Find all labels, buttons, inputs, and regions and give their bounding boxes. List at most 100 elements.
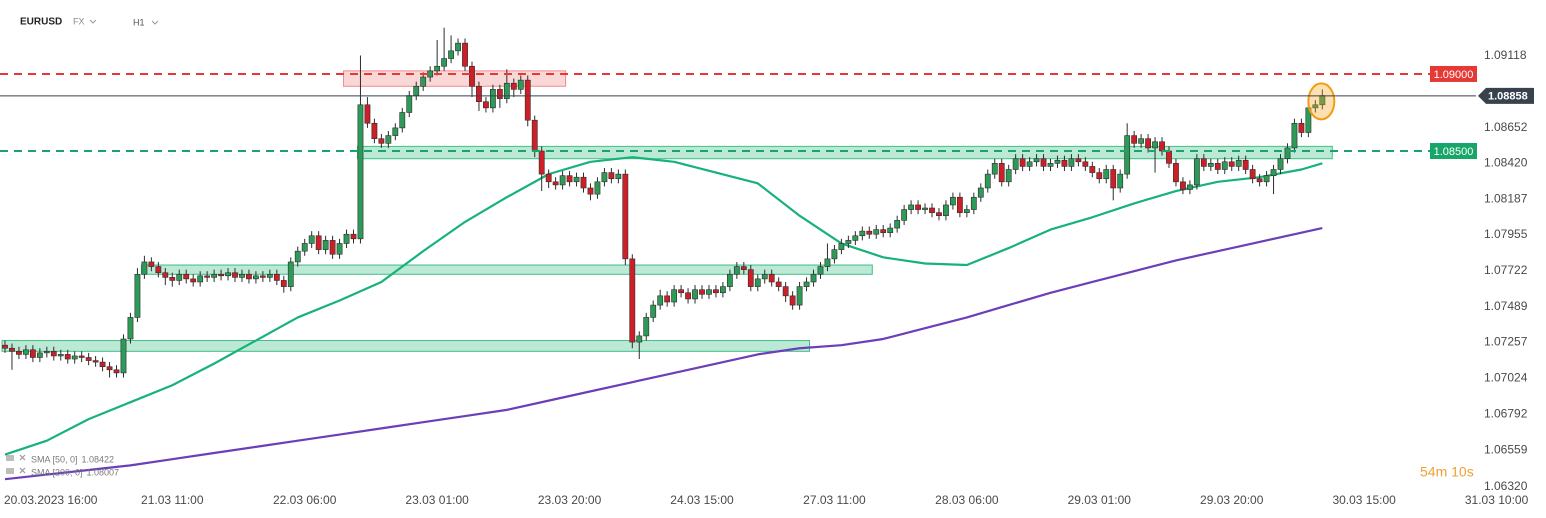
candle-timer: 54m 10s [1420, 464, 1474, 480]
candle-body [190, 278, 197, 283]
candle-body [169, 277, 176, 281]
candle-body [685, 292, 691, 300]
y-tick-label: 1.07955 [1484, 227, 1528, 241]
x-tick-label: 30.03 15:00 [1332, 493, 1396, 507]
x-tick-label: 24.03 15:00 [670, 493, 734, 507]
candle-body [678, 289, 684, 294]
candle-body [580, 176, 587, 189]
y-tick-label: 1.07722 [1484, 263, 1528, 277]
symbol[interactable]: EURUSD [20, 17, 62, 28]
candle-body [1187, 184, 1193, 190]
candle-body [16, 351, 22, 355]
candle-body [510, 82, 517, 90]
candle-body [1263, 175, 1270, 183]
price-label: 1.08500 [1434, 146, 1474, 158]
candle-body [706, 289, 712, 295]
timeframe[interactable]: H1 [133, 17, 145, 27]
candle-body [350, 233, 357, 240]
candle-body [943, 204, 949, 217]
candle-body [266, 273, 273, 278]
candle-body [908, 204, 914, 210]
candle-body [1103, 169, 1110, 180]
y-tick-label: 1.08420 [1484, 156, 1528, 170]
market-dropdown[interactable] [89, 19, 97, 24]
candle-body [929, 207, 935, 213]
timeframe-dropdown[interactable] [151, 20, 159, 25]
candle-body [427, 70, 434, 78]
candle-body [1047, 163, 1054, 167]
candle-body [197, 275, 204, 283]
candle-body [559, 175, 566, 186]
candle-body [803, 281, 810, 287]
candle-body [963, 209, 970, 213]
candle-body [1026, 161, 1033, 167]
x-tick-label: 28.03 06:00 [935, 493, 999, 507]
legend-remove-icon[interactable] [19, 467, 26, 474]
candle-body [831, 249, 838, 260]
candle-body [664, 295, 671, 303]
candle-body [1138, 138, 1145, 144]
candle-body [218, 273, 224, 277]
candle-body [629, 258, 636, 343]
candle-body [817, 266, 824, 275]
candle-body [1033, 158, 1040, 163]
candle-body [287, 261, 294, 287]
candle-body [1089, 166, 1096, 173]
candle-body [1256, 178, 1263, 183]
candle-body [657, 295, 664, 306]
candle-body [873, 229, 880, 235]
candle-body [1082, 161, 1089, 167]
candle-body [489, 89, 496, 109]
candle-body [1012, 158, 1019, 170]
indicators [4, 156, 1323, 481]
y-tick-label: 1.06792 [1484, 406, 1528, 420]
y-tick-label: 1.07257 [1484, 335, 1528, 349]
candle-body [120, 338, 127, 374]
legend-settings-icon[interactable] [6, 455, 14, 461]
candle-body [838, 243, 845, 250]
candle-body [991, 163, 998, 175]
candle-body [796, 286, 803, 306]
candle-body [392, 127, 399, 136]
candle-body [1291, 122, 1298, 149]
legend-name: SMA [200, 0] [31, 467, 83, 477]
candle-body [434, 65, 441, 72]
legend-settings-icon[interactable] [6, 468, 14, 474]
candle-body [50, 351, 57, 357]
x-tick-label: 29.03 20:00 [1200, 493, 1264, 507]
candle-body [1298, 122, 1305, 133]
candle-body [462, 42, 468, 67]
candle-body [308, 235, 315, 244]
legend-remove-icon[interactable] [19, 454, 26, 461]
highlight [1307, 82, 1336, 121]
candle-body [650, 304, 657, 318]
candle-body [859, 230, 866, 237]
candle-body [155, 266, 162, 274]
candle-body [43, 351, 50, 354]
candle-body [1249, 169, 1256, 180]
candle-body [273, 273, 280, 281]
candle-body [984, 173, 991, 189]
candle-body [950, 196, 956, 206]
candle-body [601, 172, 608, 183]
price-label-box [1430, 65, 1477, 82]
candle-body [1075, 158, 1082, 163]
candle-body [259, 275, 266, 278]
candle-body [775, 281, 782, 287]
candle-body [524, 79, 531, 121]
candle-body [406, 95, 413, 113]
candle-body [1284, 147, 1291, 160]
y-tick-label: 1.08187 [1484, 191, 1528, 205]
x-tick-label: 27.03 11:00 [803, 493, 866, 507]
candle-body [134, 273, 141, 318]
candle-body [280, 280, 287, 287]
x-tick-label: 29.03 01:00 [1068, 493, 1132, 507]
candle-body [922, 207, 928, 210]
candle-body [699, 289, 705, 295]
candle-body [36, 352, 43, 358]
candle-body [1040, 158, 1047, 167]
candle-body [1242, 159, 1249, 170]
candle-body [761, 273, 768, 280]
candle-body [176, 273, 183, 281]
